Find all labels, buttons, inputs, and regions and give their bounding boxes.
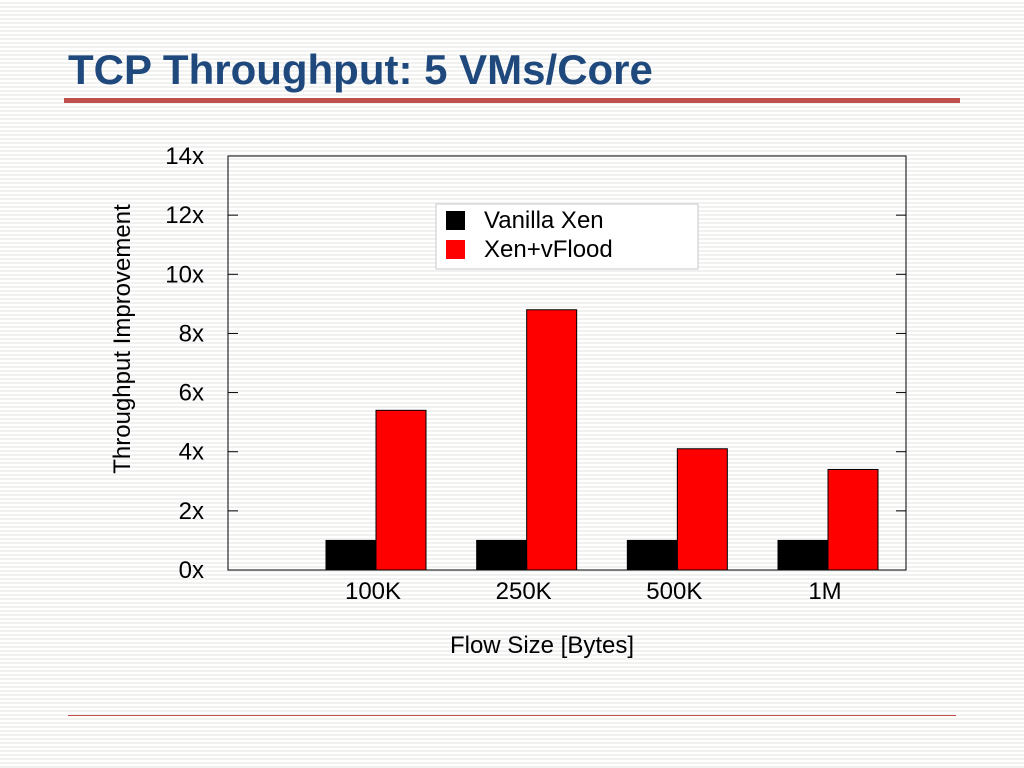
x-axis-title: Flow Size [Bytes]	[450, 632, 634, 659]
x-tick-label: 250K	[496, 578, 552, 605]
y-tick-layer: 0x 2x 4x 6x 8x 10x 12x 14x	[165, 143, 906, 584]
x-tick-label: 100K	[345, 578, 401, 605]
y-axis-title-group: Throughput Improvement	[109, 204, 136, 474]
bar-layer	[325, 309, 879, 571]
plot-frame	[227, 155, 907, 571]
bar	[476, 539, 528, 571]
y-tick-label: 4x	[179, 439, 204, 466]
y-tick-label: 12x	[165, 202, 204, 229]
y-tick-label: 10x	[165, 261, 204, 288]
y-tick-label: 14x	[165, 143, 204, 170]
legend-swatch	[446, 211, 465, 230]
y-tick-label: 2x	[179, 498, 204, 525]
legend-swatch	[446, 240, 465, 259]
y-tick-label: 6x	[179, 380, 204, 407]
bar	[375, 409, 427, 571]
bar	[777, 539, 829, 571]
x-tick-label: 1M	[808, 578, 841, 605]
footer-divider	[68, 715, 956, 716]
bar	[526, 309, 578, 571]
y-tick-label: 8x	[179, 320, 204, 347]
x-tick-layer: 100K 250K 500K 1M	[345, 560, 842, 605]
slide-title: TCP Throughput: 5 VMs/Core	[68, 46, 653, 93]
legend-label: Vanilla Xen	[484, 207, 604, 234]
legend-box	[435, 203, 699, 270]
bar	[827, 468, 879, 571]
bar	[676, 448, 728, 571]
bar	[626, 539, 678, 571]
legend-label: Xen+vFlood	[484, 236, 613, 263]
y-tick-label: 0x	[179, 557, 204, 584]
x-tick-label: 500K	[646, 578, 702, 605]
bar	[325, 539, 377, 571]
y-axis-title: Throughput Improvement	[109, 204, 136, 474]
title-underline	[64, 98, 960, 103]
